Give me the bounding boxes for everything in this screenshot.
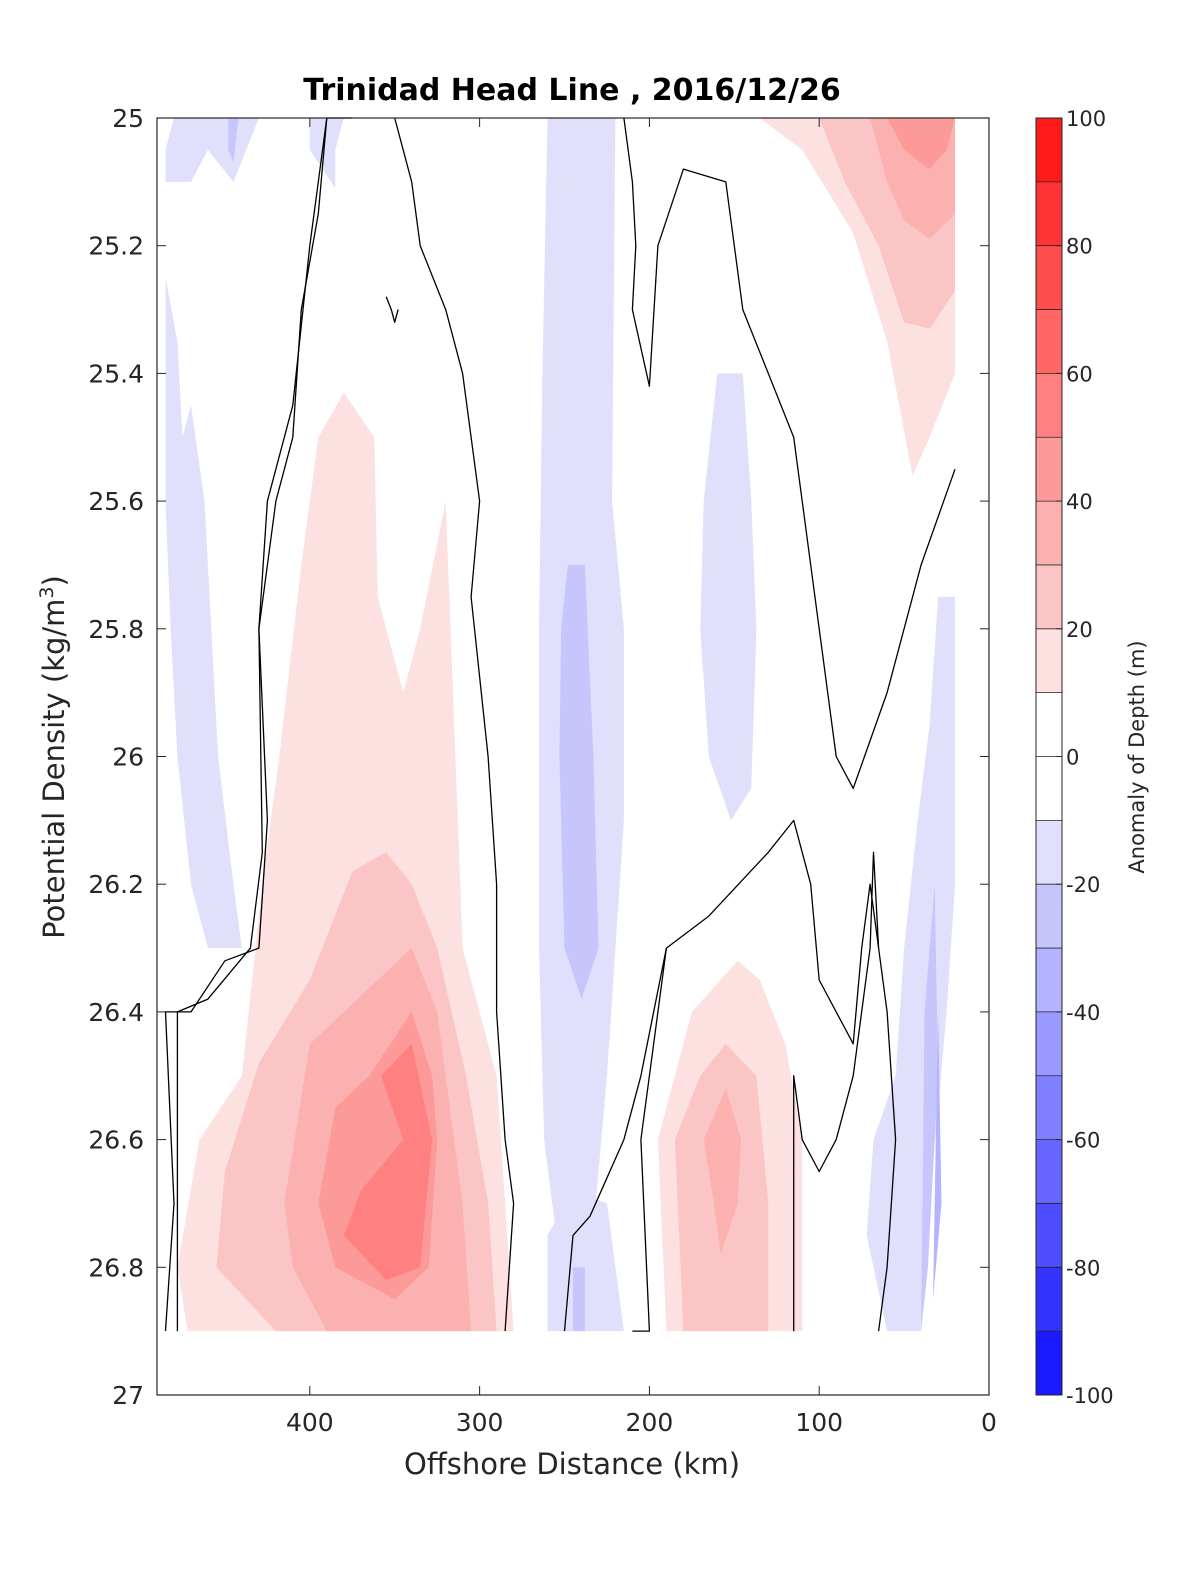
y-axis-label-main: Potential Density (kg/m [37, 599, 71, 939]
y-tick-label: 25.2 [88, 232, 144, 261]
colorbar-segment [1036, 1331, 1062, 1395]
contour-region-2 [309, 118, 344, 189]
colorbar-tick-label: 60 [1066, 362, 1093, 386]
zero-contour-line-7 [385, 296, 399, 323]
zero-contour-line-6 [793, 851, 880, 1332]
colorbar-segment [1036, 948, 1062, 1012]
colorbar-segments [1036, 118, 1062, 1396]
zero-contour-line-4 [563, 819, 897, 1332]
y-axis-label-close: ) [37, 575, 71, 586]
colorbar-segment [1036, 309, 1062, 374]
filled-contour-regions [165, 118, 955, 1332]
colorbar-tick-label: -100 [1066, 1384, 1114, 1408]
y-tick-label: 26.6 [88, 1126, 144, 1155]
colorbar-tick-label: 40 [1066, 490, 1093, 514]
zero-contour-line-5 [632, 948, 668, 1332]
colorbar-segment [1036, 1267, 1062, 1332]
contour-region-11 [933, 1011, 942, 1300]
contour-region-23 [703, 1088, 742, 1255]
y-tick-label: 26 [112, 743, 144, 772]
colorbar-segment [1036, 1011, 1062, 1076]
colorbar-tick-label: 80 [1066, 235, 1093, 259]
x-tick-label: 400 [286, 1408, 334, 1437]
colorbar-segment [1036, 245, 1062, 310]
zero-contour-line-3 [623, 117, 956, 790]
y-tick-label: 25 [112, 104, 144, 133]
contour-region-1 [228, 118, 239, 163]
x-axis-label: Offshore Distance (km) [404, 1447, 740, 1481]
colorbar-segment [1036, 118, 1062, 182]
contour-region-8 [547, 1190, 624, 1332]
y-tick-label: 26.4 [88, 998, 144, 1027]
x-tick-label: 200 [626, 1408, 674, 1437]
x-tick-label: 100 [795, 1408, 843, 1437]
colorbar-segment [1036, 1203, 1062, 1268]
colorbar-ticks: -100 -80 -60 -40 -20 0 20 40 60 80 100 [1056, 107, 1114, 1408]
chart-title: Trinidad Head Line , 2016/12/26 [303, 73, 840, 108]
colorbar-segment [1036, 1075, 1062, 1140]
colorbar-segment [1036, 373, 1062, 438]
contour-region-5 [559, 564, 599, 1000]
contour-region-15 [887, 118, 955, 170]
colorbar-segment [1036, 437, 1062, 502]
contour-region-20 [343, 1043, 433, 1281]
plot-area: 400 300 200 100 0 25 25.2 25.4 25.6 25.8 26 26.2 26… [88, 104, 997, 1437]
contour-region-6 [700, 373, 757, 821]
colorbar-segment [1036, 501, 1062, 565]
colorbar-label: Anomaly of Depth (m) [1125, 640, 1149, 873]
colorbar-segment [1036, 756, 1062, 821]
x-axis-ticks: 400 300 200 100 0 [286, 118, 997, 1437]
colorbar-tick-label: -40 [1066, 1001, 1100, 1025]
colorbar-tick-label: -80 [1066, 1256, 1100, 1280]
y-axis-label-superscript: 3 [36, 586, 58, 598]
colorbar-segment [1036, 181, 1062, 246]
colorbar-tick-label: 20 [1066, 618, 1093, 642]
colorbar-tick-label: -20 [1066, 873, 1100, 897]
y-tick-label: 26.2 [88, 870, 144, 899]
x-tick-label: 300 [456, 1408, 504, 1437]
colorbar-tick-label: -60 [1066, 1129, 1100, 1153]
y-tick-label: 25.6 [88, 487, 144, 516]
colorbar: -100 -80 -60 -40 -20 0 20 40 60 80 100 Anomaly of … [1035, 107, 1149, 1408]
contour-region-3 [165, 245, 242, 949]
y-axis-label: Potential Density (kg/m3) [36, 575, 71, 939]
y-tick-label: 26.8 [88, 1253, 144, 1282]
y-axis-ticks: 25 25.2 25.4 25.6 25.8 26 26.2 26.4 26.6 26.8 27 [88, 104, 989, 1410]
colorbar-segment [1036, 1139, 1062, 1204]
colorbar-tick-label: 100 [1066, 107, 1106, 131]
y-tick-label: 27 [112, 1381, 144, 1410]
colorbar-segment [1036, 884, 1062, 949]
y-tick-label: 25.4 [88, 359, 144, 388]
colorbar-segment [1036, 628, 1062, 693]
colorbar-segment [1036, 692, 1062, 757]
zero-contour-line-1 [176, 117, 328, 1332]
colorbar-segment [1036, 820, 1062, 885]
contour-region-10 [921, 884, 939, 1332]
y-tick-label: 25.8 [88, 615, 144, 644]
zero-contour-line-2 [394, 117, 515, 1332]
colorbar-segment [1036, 564, 1062, 629]
x-tick-label: 0 [981, 1408, 997, 1437]
colorbar-tick-label: 0 [1066, 746, 1079, 770]
contour-region-9 [573, 1267, 585, 1332]
